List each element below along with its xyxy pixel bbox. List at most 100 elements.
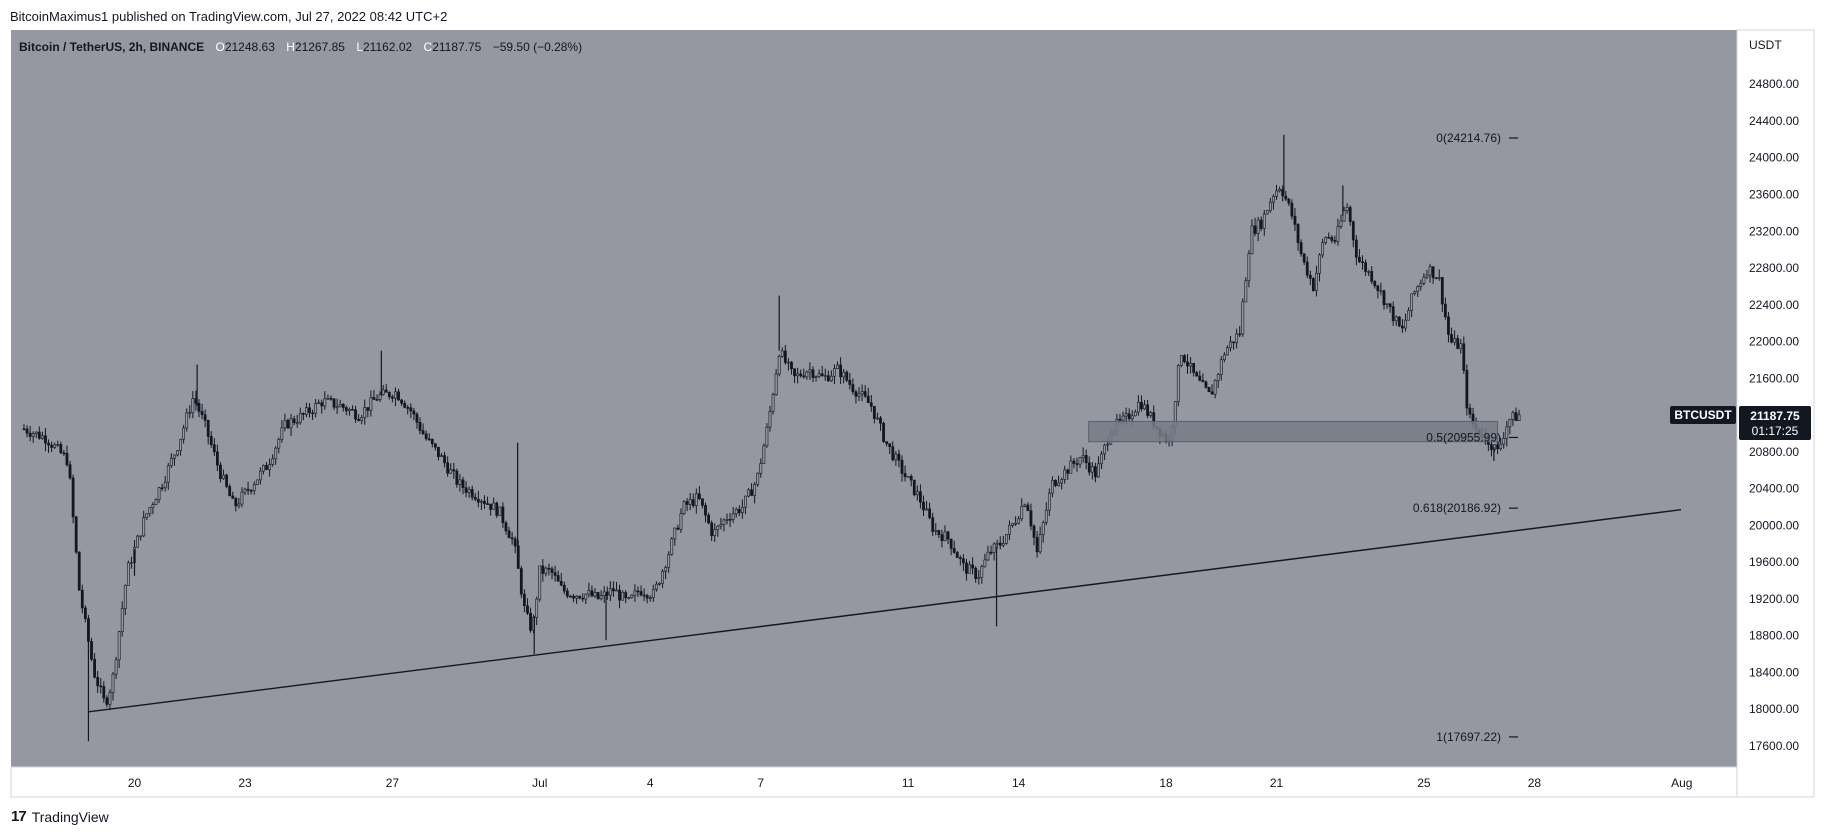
candle-body <box>323 398 327 407</box>
candle-body <box>418 422 422 431</box>
candle-body <box>415 413 419 423</box>
candle-body <box>919 491 922 503</box>
candle-body <box>412 410 416 415</box>
support-zone <box>1088 420 1499 443</box>
candle-body <box>1060 479 1064 484</box>
candle-body <box>1367 271 1371 273</box>
price-tag <box>1739 406 1811 440</box>
candle-body <box>1339 220 1343 227</box>
y-axis: 17600.00 18000.00 18400.00 18800.00 19200.00… <box>1749 77 1799 753</box>
candle-body <box>283 419 287 429</box>
candle-body <box>1361 261 1364 264</box>
candle-body <box>1035 537 1039 553</box>
candle-body <box>584 593 588 600</box>
candle-body <box>1235 333 1239 344</box>
plot-area[interactable] <box>11 30 1737 767</box>
candle-body <box>1041 522 1045 535</box>
candle-body <box>562 584 566 592</box>
candle-body <box>971 564 975 569</box>
candle-body <box>544 567 548 574</box>
candle-body <box>1431 266 1435 279</box>
candle-body <box>744 495 747 508</box>
price-chart[interactable]: 0(24214.76) 0.5(20955.99) 0.618(20186.92) 1… <box>0 0 1825 800</box>
candle-body <box>1262 213 1266 229</box>
candle-body <box>725 519 729 521</box>
candle-body <box>1428 266 1432 276</box>
candle-body <box>1450 334 1453 343</box>
candle-body <box>360 417 364 421</box>
candle-body <box>265 465 268 470</box>
candle-body <box>1124 413 1128 417</box>
candle-body <box>160 487 164 489</box>
candle-body <box>219 464 222 479</box>
candle-body <box>685 501 689 505</box>
candle-body <box>572 595 575 599</box>
candle-body <box>206 419 210 437</box>
y-tick-label: 24800.00 <box>1749 77 1799 91</box>
candle-body <box>240 491 244 505</box>
candle-body <box>701 498 704 506</box>
candle-body <box>1250 225 1254 255</box>
candle-body <box>765 426 769 447</box>
candle-body <box>1176 365 1180 402</box>
candle-body <box>1029 510 1033 527</box>
y-tick-label: 18000.00 <box>1749 702 1799 716</box>
candle-body <box>860 391 864 395</box>
candle-body <box>1517 414 1521 421</box>
candle-body <box>1136 401 1140 413</box>
candle-body <box>305 407 308 415</box>
candle-body <box>943 531 947 542</box>
candle-body <box>1253 225 1257 234</box>
candle-body <box>117 631 121 661</box>
symbol-legend[interactable]: Bitcoin / TetherUS, 2h, BINANCE O21248.6… <box>19 40 582 54</box>
candle-body <box>452 469 456 472</box>
price-tag-value: 21187.75 <box>1750 409 1800 423</box>
candle-body <box>998 542 1002 546</box>
candle-body <box>1149 412 1153 416</box>
candle-body <box>498 506 502 516</box>
candle-body <box>344 407 348 412</box>
candle-body <box>197 402 201 412</box>
candle-body <box>1004 534 1008 544</box>
candle-body <box>627 597 631 599</box>
candle-body <box>639 591 643 596</box>
candle-body <box>326 397 330 400</box>
candle-body <box>857 393 861 397</box>
candle-body <box>34 431 38 435</box>
brand-name: TradingView <box>31 808 109 825</box>
candle-body <box>1272 196 1275 203</box>
candle-body <box>1401 325 1404 329</box>
candle-body <box>105 697 109 705</box>
candle-body <box>123 585 127 609</box>
candle-body <box>1038 534 1042 553</box>
time-scale[interactable] <box>10 766 1738 798</box>
candle-body <box>1140 401 1143 410</box>
candle-body <box>1299 242 1303 255</box>
candle-body <box>731 513 735 520</box>
candle-body <box>151 504 155 508</box>
candle-body <box>406 407 410 409</box>
candle-body <box>1305 261 1309 276</box>
candle-body <box>96 676 100 687</box>
candle-body <box>688 499 692 505</box>
candle-body <box>1179 355 1183 366</box>
candle-body <box>958 557 962 560</box>
candle-body <box>624 592 628 599</box>
candle-body <box>320 402 324 407</box>
candle-body <box>587 590 591 595</box>
candle-body <box>486 503 489 505</box>
candle-body <box>1336 226 1340 242</box>
candle-body <box>977 577 981 579</box>
tradingview-brand[interactable]: 17 TradingView <box>11 808 109 825</box>
candle-body <box>599 595 603 600</box>
candle-body <box>777 356 781 375</box>
candle-body <box>922 501 925 511</box>
close-label: C <box>424 40 433 54</box>
candle-body <box>483 500 486 504</box>
candle-body <box>366 407 370 411</box>
candle-body <box>397 391 400 401</box>
candle-body <box>630 594 634 598</box>
candle-body <box>912 479 916 496</box>
candle-body <box>289 418 293 429</box>
last-price-tag[interactable]: BTCUSDT 21187.75 01:17:25 <box>1670 406 1811 440</box>
